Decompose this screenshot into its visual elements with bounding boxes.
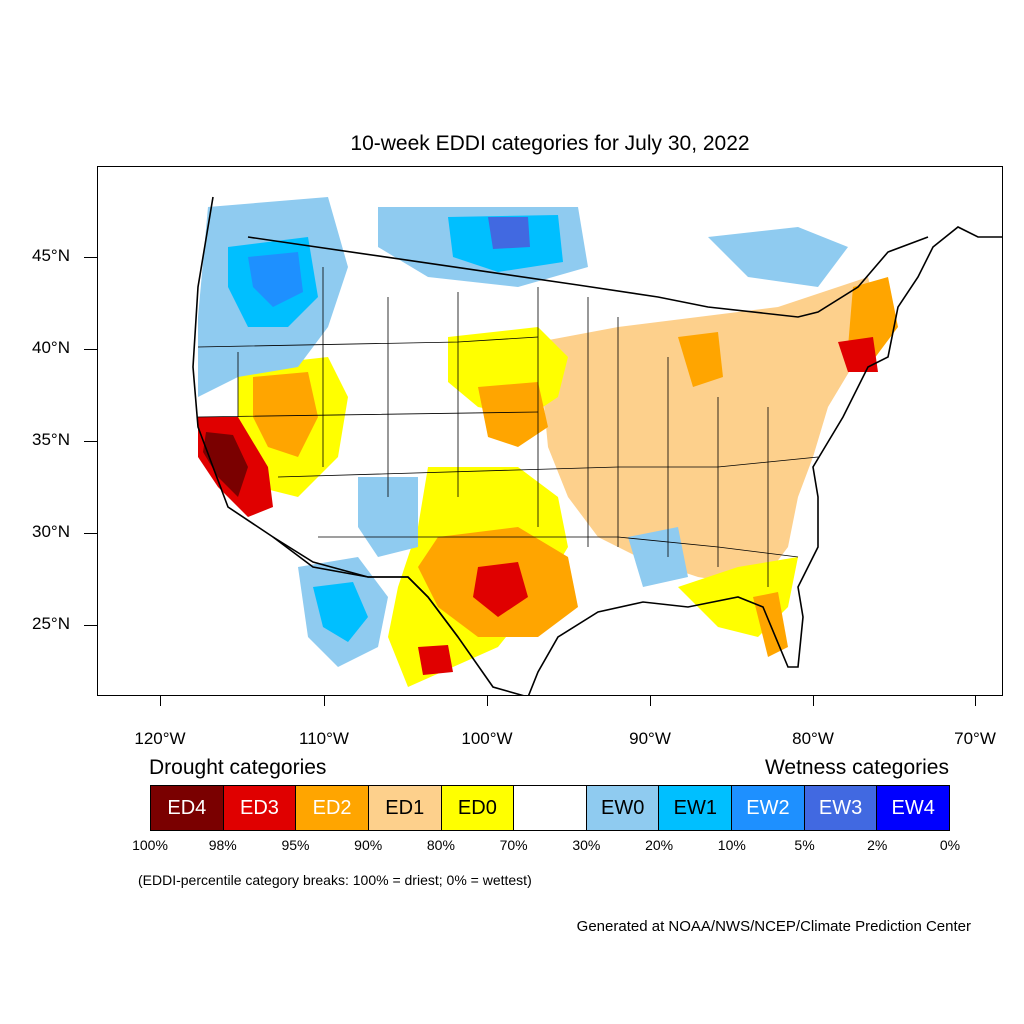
x-tick-90 [650,696,651,706]
ew1-region-southwest [313,582,368,642]
x-label-120: 120°W [134,729,186,748]
break-label: 10% [717,837,746,853]
legend-box-ed1: ED1 [368,786,442,830]
category-legend: ED4 ED3 ED2 ED1 ED0 EW0 EW1 EW2 EW3 EW4 [150,785,950,831]
x-label-70: 70°W [954,729,996,748]
ew0-region-southeast [628,527,688,587]
ed3-region-northeast [838,337,878,372]
ed2-region-michigan [678,332,723,387]
x-tick-100 [487,696,488,706]
legend-box-ed3: ED3 [223,786,297,830]
legend-box-neutral [514,786,587,830]
credit-text: Generated at NOAA/NWS/NCEP/Climate Predi… [576,918,971,935]
legend-box-ew3: EW3 [804,786,878,830]
ed2-region-kansas [478,382,548,447]
y-label-40: 40°N [32,338,70,357]
y-tick-35 [84,441,97,442]
break-label: 5% [794,837,815,853]
y-tick-30 [84,533,97,534]
wetness-heading: Wetness categories [764,756,949,779]
break-label: 80% [426,837,455,853]
y-tick-40 [84,349,97,350]
break-label: 70% [499,837,528,853]
break-label: 90% [354,837,383,853]
legend-box-ed2: ED2 [296,786,369,830]
y-label-45: 45°N [32,246,70,265]
boundaries [192,196,1002,695]
ed2-region-west [253,372,318,457]
x-label-100: 100°W [461,729,513,748]
break-label: 95% [281,837,310,853]
drought-heading: Drought categories [149,756,327,779]
canada-border [247,236,929,318]
mexico-border [272,536,459,638]
legend-box-ew2: EW2 [732,786,805,830]
y-label-25: 25°N [32,614,70,633]
x-label-80: 80°W [792,729,834,748]
break-label: 100% [132,837,168,853]
x-tick-70 [975,696,976,706]
break-label: 0% [939,837,961,853]
y-tick-45 [84,257,97,258]
ew0-region-great-lakes [708,227,848,287]
legend-box-ed4: ED4 [151,786,224,830]
map-title: 10-week EDDI categories for July 30, 202… [350,132,750,155]
ew2-region-northwest [248,252,303,307]
map-panel [97,166,1003,696]
ed4-region-california [203,432,248,497]
ew3-region-north [488,217,530,249]
eddi-map [192,196,1002,695]
y-tick-25 [84,625,97,626]
state-lines [197,267,819,587]
legend-box-ew4: EW4 [877,786,950,830]
ed1-region-east [538,277,878,587]
break-label: 2% [867,837,888,853]
break-label: 20% [645,837,674,853]
y-label-35: 35°N [32,430,70,449]
y-label-30: 30°N [32,522,70,541]
category-fills [198,197,898,687]
legend-note: (EDDI-percentile category breaks: 100% =… [138,872,532,888]
x-label-110: 110°W [299,729,349,748]
legend-box-ew1: EW1 [659,786,733,830]
x-tick-120 [160,696,161,706]
x-tick-80 [813,696,814,706]
ed3-region-mexico [418,645,453,675]
break-label: 98% [208,837,237,853]
break-label: 30% [572,837,601,853]
legend-box-ew0: EW0 [586,786,660,830]
x-label-90: 90°W [629,729,671,748]
legend-box-ed0: ED0 [441,786,515,830]
ed3-region-texas [473,562,528,617]
x-tick-110 [324,696,325,706]
